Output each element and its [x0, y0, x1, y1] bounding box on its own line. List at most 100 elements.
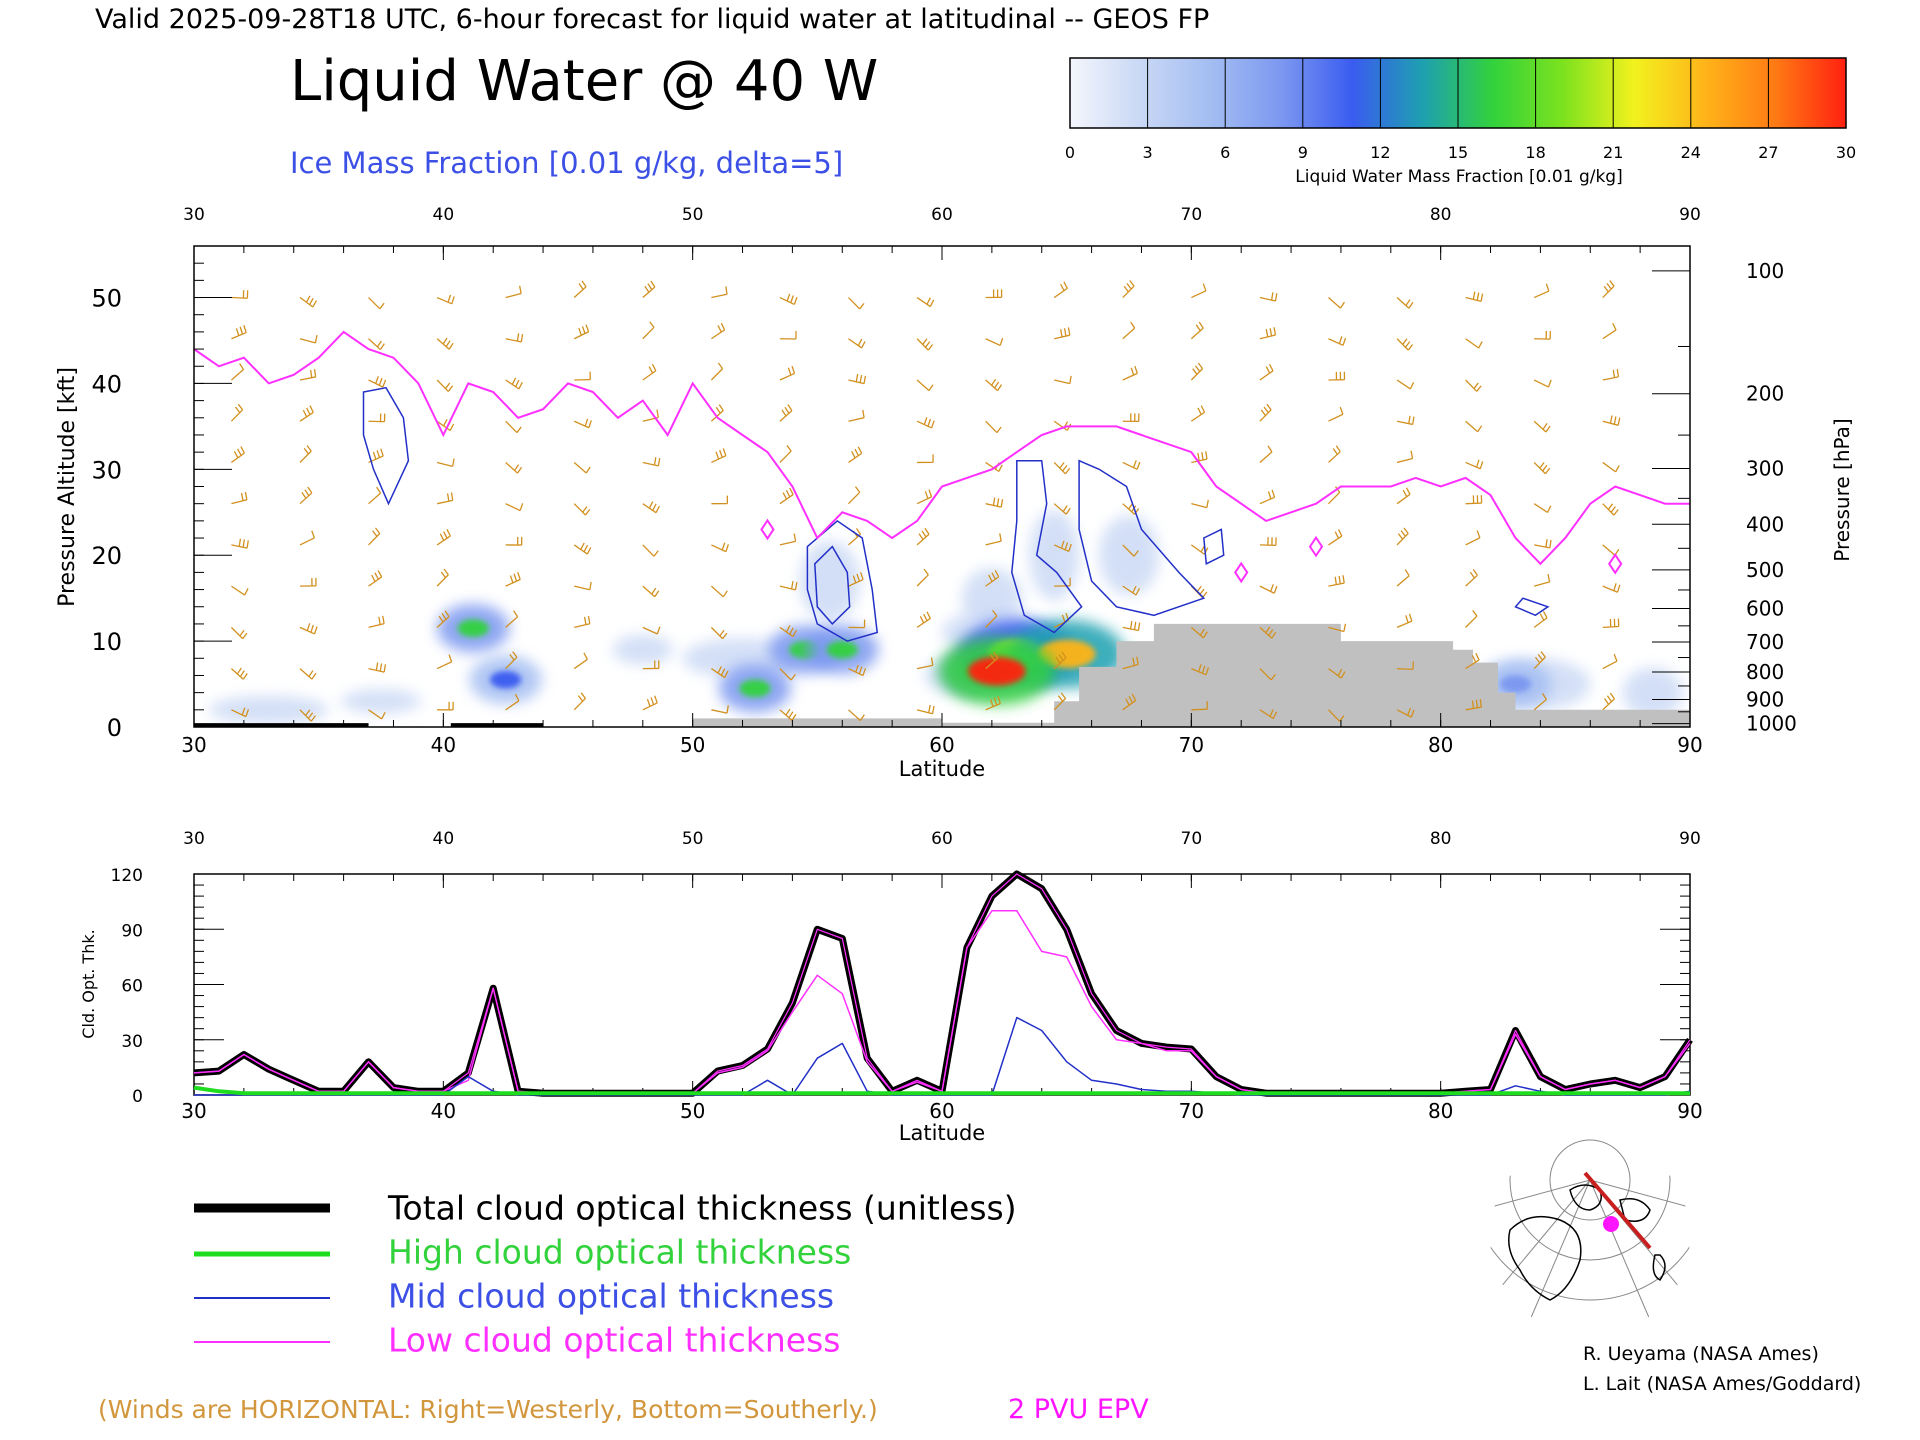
wind-barb — [985, 533, 1002, 546]
wind-barb — [779, 365, 796, 381]
pressure-tick-label: 400 — [1746, 512, 1784, 536]
legend-mid: Mid cloud optical thickness — [388, 1277, 834, 1316]
wind-barb — [916, 611, 931, 628]
wind-note: (Winds are HORIZONTAL: Right=Westerly, B… — [98, 1395, 878, 1424]
wind-barb — [1396, 450, 1414, 464]
wind-barb — [916, 338, 934, 351]
wind-barb — [573, 324, 590, 340]
wind-barb — [1465, 610, 1478, 628]
liquid-water-core — [826, 640, 858, 659]
x-tick-label-top: 50 — [682, 205, 704, 225]
y-tick-label: 40 — [91, 370, 122, 398]
y-tick-label: 30 — [121, 1032, 143, 1052]
series-line-total — [193, 870, 1693, 1097]
wind-barb — [711, 322, 726, 340]
colorbar-tick-label: 18 — [1525, 143, 1545, 162]
cloud-haze — [341, 689, 421, 714]
wind-barb — [1122, 544, 1139, 557]
colorbar-tick-label: 6 — [1220, 143, 1230, 162]
x-tick-label: 40 — [431, 733, 456, 757]
wind-barb — [1259, 327, 1277, 340]
wind-barb — [985, 289, 1003, 299]
x-tick-label-top: 60 — [931, 205, 953, 225]
wind-barb — [642, 457, 661, 467]
wind-barb — [916, 489, 933, 505]
wind-barb — [436, 458, 455, 467]
x-tick-label: 90 — [1677, 1099, 1702, 1123]
x-tick-label: 70 — [1179, 1099, 1204, 1123]
wind-barb — [437, 701, 454, 711]
pressure-tick-label: 900 — [1746, 688, 1784, 712]
wind-barb — [779, 533, 797, 546]
wind-barb — [1602, 322, 1617, 340]
wind-barb — [1534, 539, 1552, 549]
wind-barb — [1259, 709, 1278, 720]
wind-barb — [1396, 415, 1415, 426]
ice-contour — [806, 519, 879, 642]
pvu-loop — [760, 518, 775, 541]
wind-barb — [1122, 460, 1141, 470]
cross-section-ylabel: Pressure Altitude [kft] — [55, 367, 80, 607]
wind-barb — [1397, 661, 1414, 670]
wind-barb — [1396, 707, 1415, 718]
wind-barb — [1328, 709, 1345, 722]
wind-barb — [985, 609, 998, 628]
y-tick-label: 10 — [91, 628, 122, 656]
x-tick-label-top: 30 — [183, 829, 205, 849]
optical-thickness-panel: 30 30 40 40 50 50 60 60 70 70 80 80 90 90 0 30 60 90 120 L… — [79, 829, 1703, 1145]
wind-barb — [1328, 406, 1344, 422]
wind-barb — [299, 295, 317, 308]
y-tick-label: 0 — [107, 714, 122, 742]
wind-barb — [230, 626, 248, 640]
cloud-haze — [799, 540, 860, 621]
series-line-high — [193, 1085, 1690, 1096]
wind-barb — [711, 666, 729, 679]
wind-barb — [574, 371, 591, 381]
wind-barb — [231, 491, 248, 505]
x-tick-label: 80 — [1428, 1099, 1453, 1123]
wind-barb — [1259, 363, 1274, 381]
wind-barb — [436, 294, 455, 305]
wind-barb — [1465, 291, 1484, 302]
cross-section-panel: 3030404050506060707080809090010203040501… — [55, 205, 1854, 781]
x-tick-label: 40 — [431, 1099, 456, 1123]
wind-barb — [1122, 413, 1140, 423]
x-tick-label-top: 80 — [1430, 829, 1452, 849]
wind-barb — [231, 325, 247, 340]
wind-barb — [1465, 569, 1478, 587]
wind-barb — [848, 338, 866, 349]
pressure-tick-label: 500 — [1746, 558, 1784, 582]
wind-barb — [779, 404, 793, 422]
series-line-total-inner — [193, 873, 1691, 1094]
liquid-water-core — [490, 670, 522, 689]
wind-barb — [985, 420, 1002, 434]
cross-section-ticks: 3030404050506060707080809090010203040501… — [91, 205, 1796, 757]
colorbar-tick-label: 0 — [1065, 143, 1075, 162]
wind-barb — [368, 338, 385, 351]
wind-barb — [848, 446, 863, 463]
wind-barb — [711, 495, 729, 505]
wind-barb — [916, 379, 934, 392]
wind-barb — [916, 417, 935, 429]
ice-contour — [362, 386, 410, 506]
ice-contour — [1078, 459, 1206, 617]
wind-barb — [1396, 338, 1414, 351]
cross-section-xlabel: Latitude — [899, 757, 985, 781]
wind-barb — [917, 454, 934, 464]
legend: Total cloud optical thickness (unitless)… — [194, 1189, 1017, 1360]
wind-barb — [1328, 668, 1346, 679]
wind-barb — [985, 378, 1003, 392]
wind-barb — [848, 664, 867, 677]
wind-barb — [436, 337, 454, 350]
wind-barb — [779, 581, 798, 591]
wind-barb — [916, 704, 935, 715]
wind-barb — [1465, 652, 1480, 670]
pressure-tick-label: 300 — [1746, 456, 1784, 480]
wind-barb — [642, 695, 658, 711]
wind-barb — [848, 297, 865, 310]
colorbar: 0 3 6 9 12 15 18 21 24 27 30 — [1065, 57, 1856, 162]
wind-barb — [1122, 280, 1135, 298]
wind-barb — [368, 709, 386, 720]
colorbar-tick-label: 12 — [1370, 143, 1390, 162]
